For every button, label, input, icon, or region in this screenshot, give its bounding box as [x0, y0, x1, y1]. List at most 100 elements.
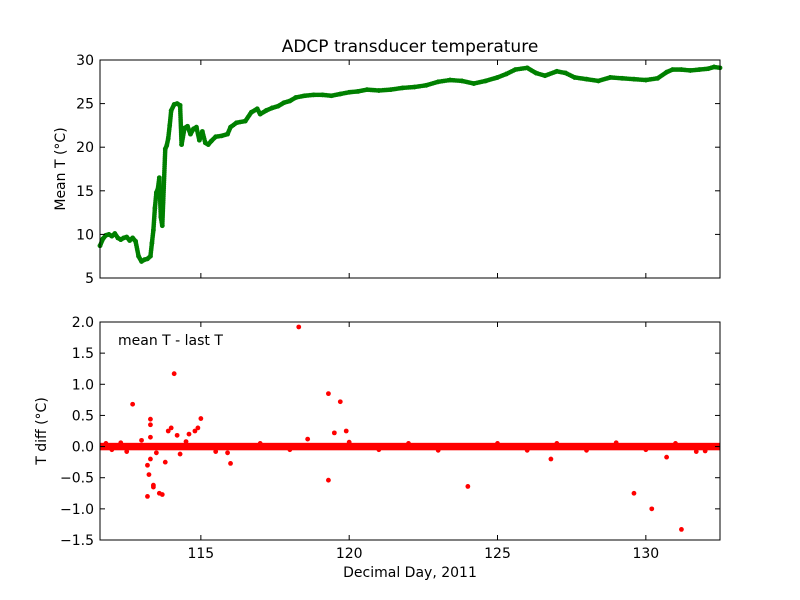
data-point	[346, 89, 352, 95]
data-point	[613, 440, 619, 446]
y-axis-label-t-diff: T diff (°C)	[34, 397, 50, 466]
data-point	[563, 70, 569, 76]
data-point	[146, 472, 152, 477]
temperature-panel: ADCP transducer temperature Mean T (°C) …	[53, 37, 723, 287]
data-point	[198, 416, 204, 421]
data-point	[423, 82, 429, 88]
x-tick-label: 125	[484, 546, 511, 562]
data-point	[149, 240, 155, 246]
difference-x-ticks: 115 120 125 130	[187, 322, 659, 562]
y-tick-label: −1.0	[60, 502, 94, 518]
x-tick-label: 120	[336, 546, 363, 562]
data-point	[109, 447, 115, 453]
data-point	[595, 78, 601, 84]
y-tick-label: 2.0	[72, 315, 94, 331]
data-point	[219, 133, 225, 139]
y-tick-label: 0.5	[72, 408, 94, 424]
data-point	[328, 93, 334, 99]
data-point	[228, 460, 233, 466]
data-point	[693, 449, 699, 454]
data-point	[459, 78, 465, 84]
data-point	[643, 447, 649, 453]
data-point	[159, 492, 165, 497]
y-tick-label: 30	[76, 53, 94, 69]
y-tick-label: −0.5	[60, 471, 94, 487]
data-point	[655, 75, 661, 81]
data-point	[136, 253, 141, 259]
data-point	[158, 214, 164, 220]
data-point	[584, 76, 589, 82]
data-point	[670, 67, 675, 72]
y-tick-label: 20	[76, 140, 94, 156]
difference-dense-band	[100, 442, 720, 451]
data-point	[188, 131, 193, 137]
data-point	[171, 371, 177, 377]
data-point	[100, 236, 106, 242]
y-axis-label-mean-t: Mean T (°C)	[53, 127, 69, 210]
difference-panel: mean T - last T T diff (°C) Decimal Day,…	[34, 315, 721, 581]
data-point	[287, 447, 293, 453]
data-point	[554, 441, 560, 446]
difference-annotation: mean T - last T	[118, 333, 223, 349]
data-point	[388, 87, 394, 93]
data-point	[533, 70, 539, 76]
data-point	[145, 462, 150, 468]
data-point	[257, 111, 263, 117]
data-point	[554, 68, 560, 74]
data-point	[504, 71, 509, 77]
temperature-series	[97, 64, 723, 264]
data-point	[471, 81, 477, 86]
data-point	[495, 441, 500, 446]
data-point	[331, 430, 337, 436]
data-point	[185, 123, 190, 129]
data-point	[112, 231, 118, 236]
data-point	[524, 65, 530, 71]
data-point	[213, 134, 219, 140]
data-point	[687, 68, 693, 73]
data-point	[435, 447, 441, 453]
data-point	[225, 131, 230, 137]
data-point	[524, 447, 530, 453]
data-point	[167, 123, 173, 128]
data-point	[631, 490, 637, 496]
data-point	[465, 484, 471, 489]
data-point	[711, 64, 717, 70]
data-point	[275, 103, 281, 109]
data-point	[326, 391, 331, 397]
data-point	[208, 138, 214, 144]
data-point	[337, 399, 343, 405]
y-tick-label: 0.0	[72, 440, 94, 456]
data-point	[495, 75, 500, 80]
data-point	[159, 223, 165, 229]
temperature-x-ticks	[200, 60, 647, 278]
dense-band-mark	[100, 442, 720, 451]
data-point	[130, 235, 136, 241]
x-tick-label: 130	[632, 546, 659, 562]
data-point	[619, 75, 625, 81]
data-point	[148, 416, 153, 422]
data-point	[177, 451, 183, 457]
data-point	[194, 124, 199, 130]
data-point	[296, 324, 302, 330]
data-point	[406, 441, 411, 446]
data-point	[124, 234, 130, 240]
data-point	[130, 401, 136, 407]
data-point	[376, 88, 382, 93]
y-tick-label: 10	[76, 227, 94, 243]
data-point	[183, 439, 189, 444]
data-point	[346, 439, 352, 445]
data-point	[148, 253, 153, 259]
data-point	[673, 441, 678, 446]
data-point	[263, 108, 269, 113]
data-point	[139, 437, 144, 443]
difference-series	[103, 324, 708, 532]
data-point	[228, 124, 233, 130]
data-point	[155, 186, 161, 192]
data-point	[355, 88, 361, 94]
data-point	[649, 506, 655, 512]
data-point	[305, 436, 311, 442]
data-point	[225, 450, 230, 456]
data-point	[242, 118, 248, 124]
data-point	[150, 484, 156, 490]
data-point	[148, 456, 153, 462]
